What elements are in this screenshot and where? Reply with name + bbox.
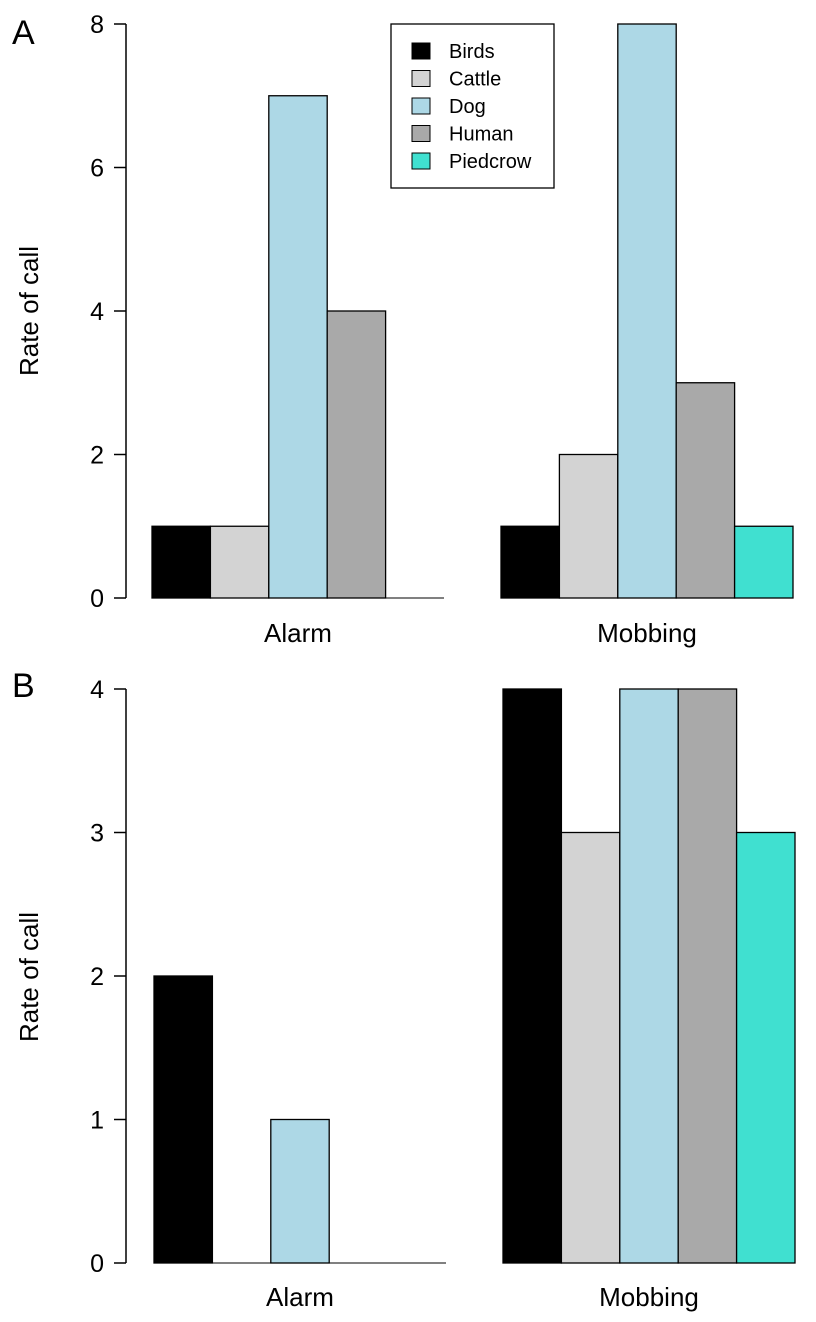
legend-swatch-dog: [411, 97, 431, 115]
y-tick-label: 2: [90, 442, 104, 470]
bar-birds-alarm: [151, 525, 212, 599]
category-label: Mobbing: [597, 618, 697, 648]
legend: Birds Cattle Dog Human Piedcrow: [390, 23, 555, 189]
bar-birds-mobbing: [502, 688, 563, 1264]
bar-cattle-alarm: [209, 525, 270, 599]
y-tick-label: 3: [90, 820, 104, 848]
bar-human-alarm: [326, 310, 387, 599]
bar-birds-mobbing: [500, 525, 561, 599]
legend-swatch-birds: [411, 42, 431, 60]
legend-label: Human: [449, 124, 513, 146]
panel-letter: A: [12, 14, 35, 52]
bar-piedcrow-mobbing: [733, 525, 794, 599]
y-tick-label: 0: [90, 585, 104, 613]
bar-dog-mobbing: [617, 23, 677, 599]
bar-piedcrow-mobbing: [735, 831, 796, 1264]
legend-swatch-piedcrow: [411, 152, 431, 170]
y-tick-label: 1: [90, 1107, 104, 1135]
bar-cattle-mobbing: [560, 831, 621, 1264]
category-label: Alarm: [264, 618, 332, 648]
bar-dog-alarm: [270, 1118, 330, 1264]
y-tick-label: 2: [90, 963, 104, 991]
legend-swatch-human: [411, 125, 431, 142]
y-tick-label: 4: [90, 676, 104, 704]
category-label: Alarm: [266, 1282, 334, 1312]
y-axis-title: Rate of call: [14, 912, 44, 1042]
bar-cattle-mobbing: [558, 453, 619, 599]
category-label: Mobbing: [599, 1282, 699, 1312]
y-tick-label: 4: [90, 298, 104, 326]
bar-human-mobbing: [677, 688, 738, 1264]
legend-label: Piedcrow: [449, 151, 532, 173]
y-tick-label: 8: [90, 11, 104, 39]
y-tick-label: 6: [90, 155, 104, 183]
y-tick-label: 0: [90, 1250, 104, 1278]
panel-letter: B: [12, 667, 35, 705]
bar-birds-alarm: [153, 975, 214, 1264]
legend-label: Birds: [449, 41, 495, 63]
legend-label: Cattle: [449, 69, 501, 91]
panel-b: B 0 1 2 3 4 Rate of call Alarm Mobbing: [12, 667, 796, 1312]
legend-label: Dog: [449, 96, 486, 118]
bar-dog-alarm: [268, 95, 328, 599]
legend-swatch-cattle: [411, 70, 431, 87]
panel-a: A 0 2 4 6 8 Rate of call Alarm Mobbing Birds Cattl…: [12, 11, 794, 648]
y-axis-title: Rate of call: [14, 246, 44, 376]
bar-human-mobbing: [675, 382, 736, 599]
bar-dog-mobbing: [619, 688, 679, 1264]
